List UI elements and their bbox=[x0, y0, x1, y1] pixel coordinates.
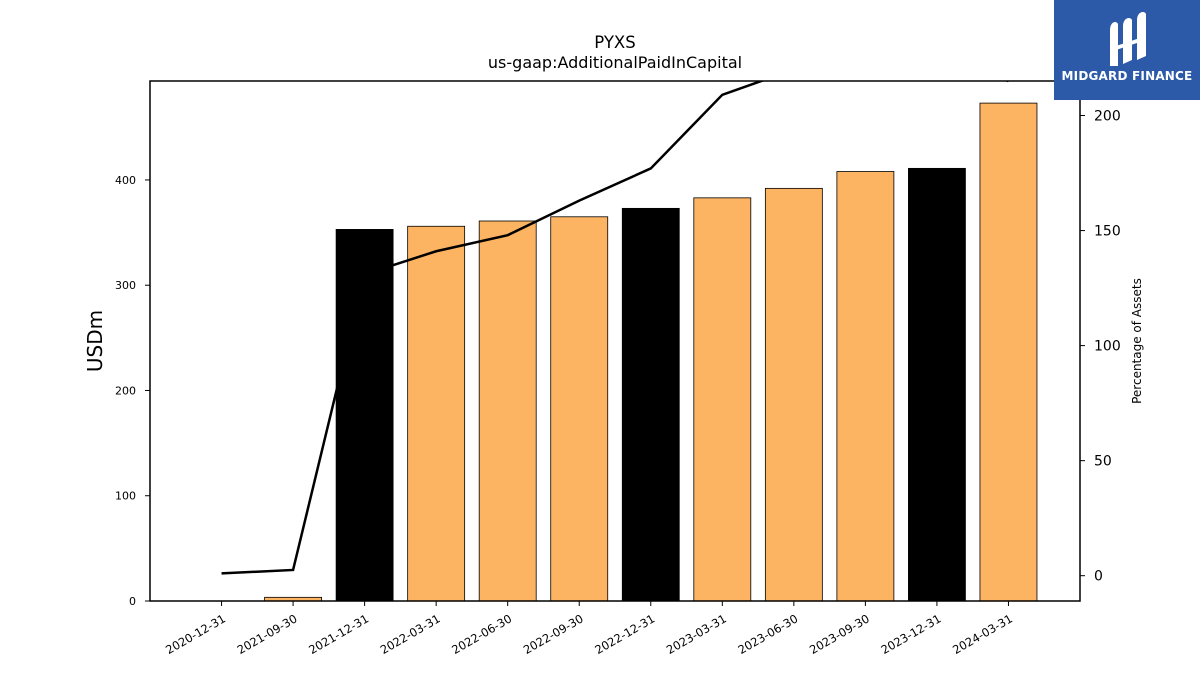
line-layer bbox=[221, 81, 1009, 575]
bar-2022-03-31 bbox=[407, 225, 466, 602]
midgard-finance-logo: MIDGARD FINANCE bbox=[1054, 0, 1200, 100]
x-tick-label: 2023-03-31 bbox=[664, 611, 729, 657]
y-tick-label: 200 bbox=[115, 384, 136, 397]
bar-2023-12-31 bbox=[908, 167, 966, 602]
y2-tick-label: 0 bbox=[1094, 569, 1103, 585]
x-tick-label: 2022-06-30 bbox=[449, 611, 514, 657]
bar-2022-06-30 bbox=[478, 220, 537, 602]
chart-subtitle: us-gaap:AdditionalPaidInCapital bbox=[488, 53, 742, 72]
x-tick-label: 2021-12-31 bbox=[306, 611, 371, 657]
bar-2023-06-30 bbox=[764, 187, 823, 602]
x-tick-label: 2022-12-31 bbox=[592, 611, 657, 657]
y2-tick-label: 50 bbox=[1094, 454, 1112, 470]
y-tick-label: 300 bbox=[115, 279, 136, 292]
bars-layer bbox=[264, 102, 1038, 602]
x-tick-label: 2021-09-30 bbox=[235, 611, 300, 657]
y-tick-label: 400 bbox=[115, 174, 136, 187]
x-tick-label: 2020-12-31 bbox=[163, 611, 228, 657]
x-tick-label: 2024-03-31 bbox=[950, 611, 1015, 657]
plot-frame bbox=[149, 80, 1081, 602]
x-tick-label: 2023-09-30 bbox=[807, 611, 872, 657]
x-tick-label: 2022-03-31 bbox=[378, 611, 443, 657]
y2-tick-label: 150 bbox=[1094, 224, 1121, 240]
x-tick-label: 2022-09-30 bbox=[521, 611, 586, 657]
y-tick-label: 100 bbox=[115, 490, 136, 503]
x-tick-label: 2023-06-30 bbox=[735, 611, 800, 657]
bar-2023-03-31 bbox=[693, 197, 752, 602]
y-tick-label: 0 bbox=[129, 595, 136, 608]
bar-2023-09-30 bbox=[836, 171, 895, 602]
y2-axis-label: Percentage of Assets bbox=[1130, 278, 1144, 404]
line-percentage-of-assets bbox=[221, 81, 1009, 575]
logo-text: MIDGARD FINANCE bbox=[1061, 69, 1193, 83]
bar-2021-12-31 bbox=[335, 229, 394, 602]
y-axis-label: USDm bbox=[83, 310, 107, 372]
chart-title: PYXS bbox=[594, 33, 635, 52]
midgard-logo-icon bbox=[1110, 12, 1146, 66]
y2-tick-label: 200 bbox=[1094, 109, 1121, 125]
bar-2022-09-30 bbox=[550, 216, 609, 602]
bar-2024-03-31 bbox=[979, 102, 1038, 602]
x-tick-label: 2023-12-31 bbox=[879, 611, 944, 657]
bar-2022-12-31 bbox=[621, 207, 680, 602]
y2-tick-label: 100 bbox=[1094, 339, 1121, 355]
